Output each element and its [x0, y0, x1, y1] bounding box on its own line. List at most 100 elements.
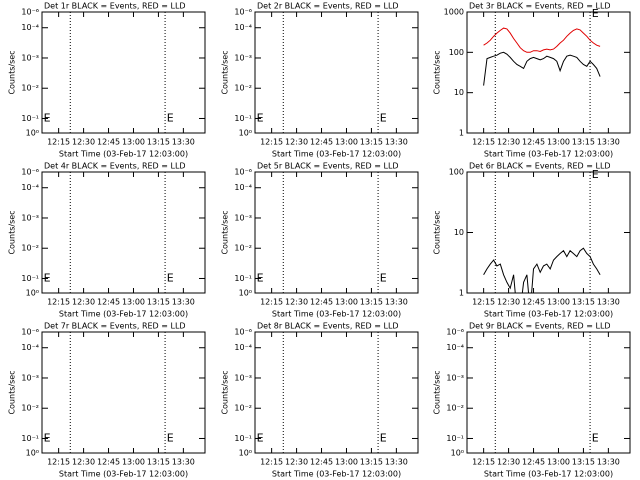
annotation: E	[257, 271, 264, 284]
y-tick-label: 10⁻¹	[21, 434, 39, 443]
y-tick-label: 100	[449, 48, 464, 57]
x-tick-label: 12:30	[285, 138, 308, 147]
y-axis-label: Counts/sec	[8, 370, 17, 414]
plot-frame	[254, 171, 419, 294]
y-tick-label: 10⁰	[239, 449, 252, 458]
x-axis-label: Start Time (03-Feb-17 12:03:00)	[59, 470, 188, 479]
panel: Det 4r BLACK = Events, RED = LLD Start Ti…	[8, 162, 206, 319]
x-tick-label: 13:30	[385, 298, 408, 307]
plot-frame	[41, 11, 206, 134]
x-tick-label: 12:45	[97, 138, 120, 147]
x-tick-label: 12:15	[472, 458, 495, 467]
x-tick-label: 13:30	[172, 458, 195, 467]
y-tick-label: 10⁻¹	[234, 434, 252, 443]
series-line	[483, 27, 601, 53]
annotation: E	[380, 111, 387, 124]
x-axis-label: Start Time (03-Feb-17 12:03:00)	[272, 310, 401, 319]
annotation: E	[44, 111, 51, 124]
x-tick-label: 12:15	[260, 458, 283, 467]
x-tick-label: 13:15	[147, 458, 170, 467]
x-tick-label: 13:00	[547, 458, 570, 467]
x-tick-label: 13:00	[122, 138, 145, 147]
x-tick-label: 12:45	[97, 298, 120, 307]
x-tick-label: 13:15	[360, 298, 383, 307]
x-tick-label: 13:30	[172, 298, 195, 307]
x-tick-label: 13:00	[122, 298, 145, 307]
x-tick-label: 12:45	[97, 458, 120, 467]
y-tick-label: 10⁻¹	[234, 274, 252, 283]
series-line	[483, 247, 601, 293]
panel: Det 5r BLACK = Events, RED = LLD Start Ti…	[221, 162, 419, 319]
y-axis-label: Counts/sec	[433, 210, 442, 254]
series-line	[483, 51, 601, 86]
y-tick-label: 10⁻⁴	[234, 23, 252, 32]
y-tick-label: 10⁻⁴	[234, 343, 252, 352]
x-tick-label: 12:45	[522, 298, 545, 307]
plot-frame	[254, 331, 419, 454]
x-tick-label: 13:30	[172, 138, 195, 147]
plot-frame	[41, 171, 206, 294]
x-tick-label: 13:30	[597, 138, 620, 147]
y-tick-label: 10⁰	[26, 449, 39, 458]
x-tick-label: 13:15	[360, 458, 383, 467]
annotation: E	[44, 431, 51, 444]
y-axis-label: Counts/sec	[8, 210, 17, 254]
y-tick-label: 10⁻⁶	[21, 8, 39, 17]
annotation: E	[592, 168, 599, 181]
y-tick-label: 10⁻³	[234, 373, 252, 382]
x-tick-label: 13:15	[147, 298, 170, 307]
y-tick-label: 10⁰	[26, 289, 39, 298]
y-tick-label: 1	[459, 289, 464, 298]
y-tick-label: 10⁻⁶	[234, 8, 252, 17]
x-tick-label: 12:45	[310, 298, 333, 307]
x-tick-label: 13:00	[122, 458, 145, 467]
x-tick-label: 13:30	[597, 458, 620, 467]
y-tick-label: 10⁻¹	[446, 434, 464, 443]
x-axis-label: Start Time (03-Feb-17 12:03:00)	[484, 310, 613, 319]
x-tick-label: 13:00	[335, 458, 358, 467]
chart-title: Det 8r BLACK = Events, RED = LLD	[257, 322, 399, 331]
plot-frame	[254, 11, 419, 134]
x-tick-label: 12:45	[310, 138, 333, 147]
plot-frame	[41, 331, 206, 454]
panel: Det 9r BLACK = Events, RED = LLD Start Ti…	[433, 322, 631, 479]
x-tick-label: 13:00	[547, 138, 570, 147]
plot-frame	[466, 331, 631, 454]
annotation: E	[257, 111, 264, 124]
chart-title: Det 5r BLACK = Events, RED = LLD	[257, 162, 399, 171]
x-tick-label: 12:30	[72, 138, 95, 147]
y-tick-label: 10⁻⁴	[446, 343, 464, 352]
x-tick-label: 12:15	[472, 298, 495, 307]
y-axis-label: Counts/sec	[221, 50, 230, 94]
annotation: E	[167, 111, 174, 124]
chart-title: Det 6r BLACK = Events, RED = LLD	[469, 162, 611, 171]
x-axis-label: Start Time (03-Feb-17 12:03:00)	[484, 470, 613, 479]
x-tick-label: 12:15	[260, 138, 283, 147]
x-tick-label: 12:30	[497, 458, 520, 467]
x-tick-label: 12:15	[260, 298, 283, 307]
y-tick-label: 1000	[444, 8, 464, 17]
x-tick-label: 13:30	[385, 138, 408, 147]
y-tick-label: 10⁻⁴	[21, 23, 39, 32]
x-tick-label: 12:30	[497, 298, 520, 307]
x-tick-label: 12:45	[310, 458, 333, 467]
chart-title: Det 3r BLACK = Events, RED = LLD	[469, 2, 611, 11]
y-tick-label: 10⁻²	[234, 84, 252, 93]
chart-title: Det 1r BLACK = Events, RED = LLD	[44, 2, 186, 11]
x-tick-label: 13:00	[547, 298, 570, 307]
y-tick-label: 10⁻³	[21, 213, 39, 222]
y-tick-label: 10⁻³	[21, 53, 39, 62]
panel: Det 7r BLACK = Events, RED = LLD Start Ti…	[8, 322, 206, 479]
y-tick-label: 10⁻⁶	[21, 168, 39, 177]
y-tick-label: 10⁻⁶	[234, 168, 252, 177]
panel: Det 1r BLACK = Events, RED = LLD Start Ti…	[8, 2, 206, 159]
y-tick-label: 10⁻⁶	[446, 328, 464, 337]
y-axis-label: Counts/sec	[433, 50, 442, 94]
y-axis-label: Counts/sec	[8, 50, 17, 94]
x-axis-label: Start Time (03-Feb-17 12:03:00)	[272, 470, 401, 479]
x-tick-label: 13:15	[572, 458, 595, 467]
y-tick-label: 10⁻⁴	[21, 343, 39, 352]
chart-title: Det 4r BLACK = Events, RED = LLD	[44, 162, 186, 171]
x-axis-label: Start Time (03-Feb-17 12:03:00)	[272, 150, 401, 159]
